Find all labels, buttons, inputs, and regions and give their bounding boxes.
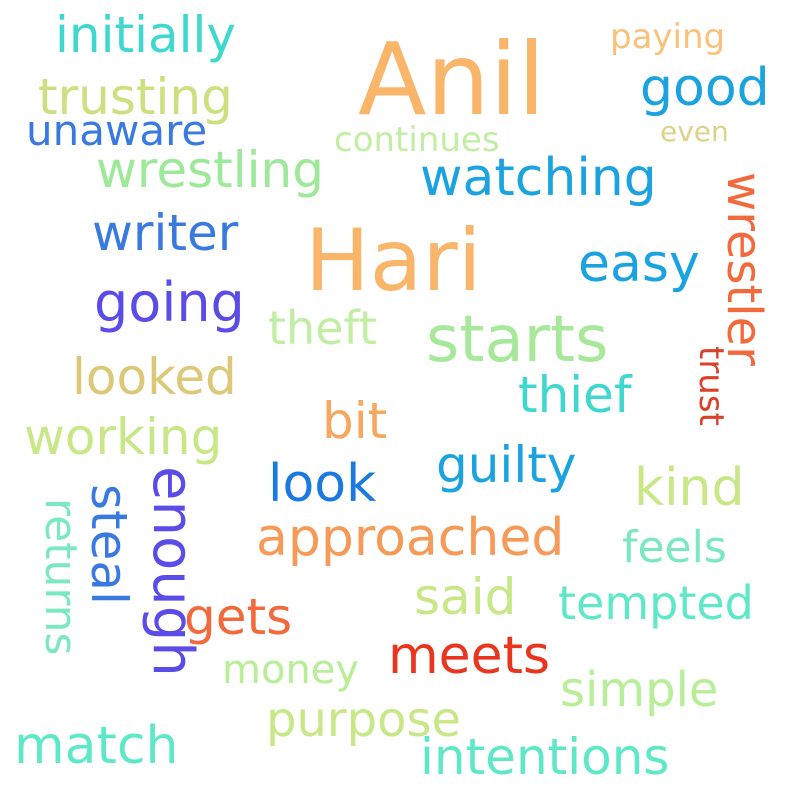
word-looked: looked (72, 348, 237, 406)
word-look: look (268, 454, 377, 514)
word-anil: Anil (358, 21, 546, 138)
word-kind: kind (634, 458, 745, 518)
word-trusting: trusting (38, 68, 233, 126)
word-money: money (222, 647, 360, 693)
word-continues: continues (334, 120, 500, 160)
word-easy: easy (578, 234, 700, 294)
word-paying: paying (610, 17, 726, 57)
word-theft: theft (268, 301, 377, 355)
word-purpose: purpose (266, 692, 461, 748)
word-wrestler: wrestler (716, 172, 772, 366)
word-even: even (660, 115, 729, 148)
word-thief: thief (518, 366, 632, 424)
word-tempted: tempted (558, 576, 754, 630)
word-watching: watching (420, 148, 657, 208)
word-steal: steal (80, 484, 138, 605)
word-meets: meets (388, 626, 551, 686)
word-writer: writer (92, 204, 239, 262)
word-wrestling: wrestling (96, 141, 324, 199)
word-starts: starts (426, 303, 609, 377)
word-simple: simple (560, 662, 719, 718)
word-going: going (94, 271, 245, 334)
word-good: good (640, 58, 770, 118)
word-gets: gets (184, 588, 293, 646)
word-returns: returns (35, 498, 86, 656)
word-hari: Hari (305, 211, 482, 311)
word-intentions: intentions (420, 728, 670, 786)
word-approached: approached (256, 508, 565, 568)
word-bit: bit (322, 392, 388, 450)
word-initially: initially (55, 6, 236, 64)
word-trust: trust (691, 346, 731, 426)
word-feels: feels (622, 522, 727, 573)
word-unaware: unaware (26, 106, 208, 155)
word-working: working (24, 408, 223, 466)
word-match: match (14, 716, 179, 776)
word-said: said (414, 568, 517, 626)
word-guilty: guilty (436, 436, 577, 494)
